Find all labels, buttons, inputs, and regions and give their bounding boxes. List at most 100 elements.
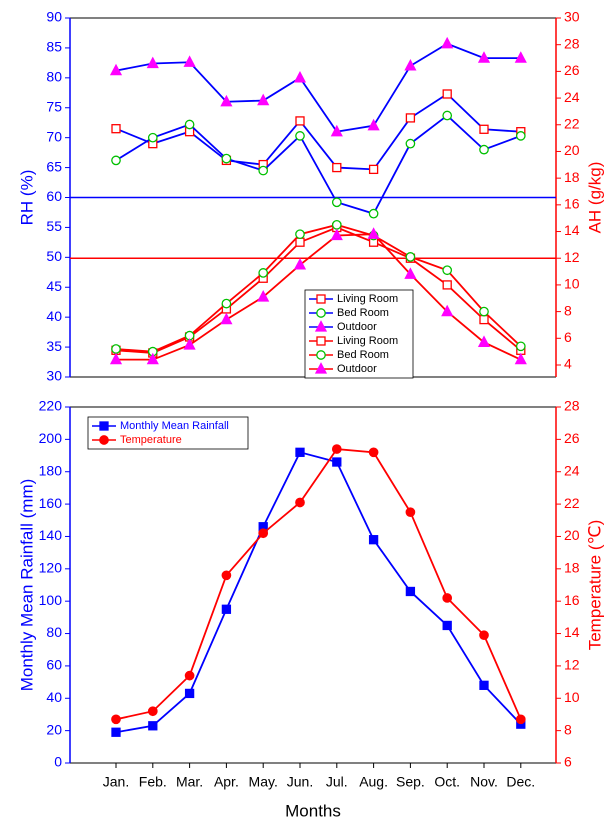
marker (221, 153, 232, 164)
legend-marker (316, 350, 326, 360)
y-tick-label: 40 (46, 308, 62, 324)
marker (111, 714, 121, 725)
y-axis-title: RH (%) (17, 170, 36, 226)
marker (514, 51, 527, 63)
marker (258, 165, 269, 176)
marker (477, 335, 491, 347)
x-tick-label: Jan. (103, 774, 129, 790)
marker (331, 197, 342, 208)
marker (368, 164, 379, 175)
y2-tick-label: 10 (564, 689, 580, 705)
y2-tick-label: 14 (564, 222, 580, 238)
marker (405, 586, 416, 597)
y-tick-label: 45 (46, 278, 62, 294)
y2-tick-label: 10 (564, 276, 580, 292)
marker (405, 507, 416, 518)
marker (404, 58, 417, 71)
legend: Monthly Mean Rainfall Temperature (87, 416, 249, 450)
y-tick-label: 80 (46, 624, 62, 640)
y2-tick-label: 12 (564, 657, 580, 673)
marker (515, 131, 526, 141)
legend-marker (316, 336, 326, 346)
y2-axis-title: AH (g/kg) (585, 162, 604, 234)
marker (405, 252, 416, 262)
series-line (116, 233, 522, 361)
legend-marker (314, 362, 328, 374)
y-tick-label: 100 (39, 592, 63, 608)
marker (111, 344, 121, 354)
y2-tick-label: 22 (564, 115, 580, 131)
marker (258, 268, 269, 278)
marker (257, 290, 270, 302)
x-tick-label: Feb. (139, 774, 167, 790)
marker (405, 138, 416, 149)
legend-label: Bed Room (337, 349, 389, 361)
y-tick-label: 60 (46, 657, 62, 673)
series-line (115, 451, 522, 734)
x-tick-label: Oct. (434, 774, 460, 790)
y2-tick-label: 18 (564, 169, 580, 185)
marker (441, 304, 454, 317)
y2-tick-label: 26 (564, 62, 580, 78)
y2-tick-label: 12 (564, 249, 580, 265)
marker (477, 51, 491, 63)
y2-tick-label: 16 (564, 196, 580, 212)
marker (479, 124, 489, 134)
marker (367, 118, 380, 131)
marker (479, 144, 489, 155)
marker (330, 228, 343, 241)
marker (479, 306, 489, 317)
marker (146, 352, 159, 365)
y-tick-label: 220 (39, 398, 63, 414)
y-tick-label: 70 (46, 128, 62, 144)
y-tick-label: 90 (46, 9, 62, 25)
marker (293, 258, 307, 270)
marker (405, 113, 416, 123)
x-tick-label: Nov. (470, 774, 498, 790)
y2-tick-label: 18 (564, 560, 580, 576)
x-tick-label: Aug. (359, 774, 388, 790)
marker (404, 267, 417, 279)
marker (109, 352, 123, 365)
marker (295, 229, 305, 240)
legend-marker (314, 320, 328, 332)
marker (442, 280, 452, 290)
x-axis-title: Months (285, 801, 341, 820)
marker (368, 447, 379, 458)
marker (332, 162, 342, 173)
marker (184, 688, 195, 699)
x-tick-label: Jul. (326, 774, 348, 790)
y-tick-label: 40 (46, 689, 62, 705)
series-line (115, 448, 522, 721)
y-tick-label: 65 (46, 158, 62, 174)
y-tick-label: 75 (46, 98, 62, 114)
marker (183, 55, 196, 67)
marker (515, 714, 526, 725)
marker (146, 56, 159, 69)
marker (442, 89, 452, 99)
legend-label: Living Room (337, 335, 398, 347)
y2-tick-label: 8 (564, 302, 572, 318)
legend-label: Living Room (337, 293, 398, 305)
marker (111, 124, 121, 134)
y2-tick-label: 26 (564, 430, 580, 446)
marker (221, 570, 232, 581)
marker (183, 338, 196, 350)
marker (148, 721, 158, 731)
marker (221, 604, 232, 614)
marker (257, 93, 270, 106)
marker (295, 447, 305, 457)
marker (147, 132, 158, 143)
y2-tick-label: 30 (564, 9, 580, 25)
y-tick-label: 30 (46, 368, 62, 384)
marker (514, 352, 527, 365)
y2-tick-label: 20 (564, 527, 580, 543)
marker (147, 706, 158, 717)
marker (221, 298, 232, 309)
marker (111, 155, 121, 166)
marker (330, 124, 343, 137)
y-axis-title: Monthly Mean Rainfall (mm) (17, 479, 36, 692)
y2-tick-label: 24 (564, 89, 580, 105)
marker (442, 110, 453, 121)
marker (442, 620, 452, 631)
